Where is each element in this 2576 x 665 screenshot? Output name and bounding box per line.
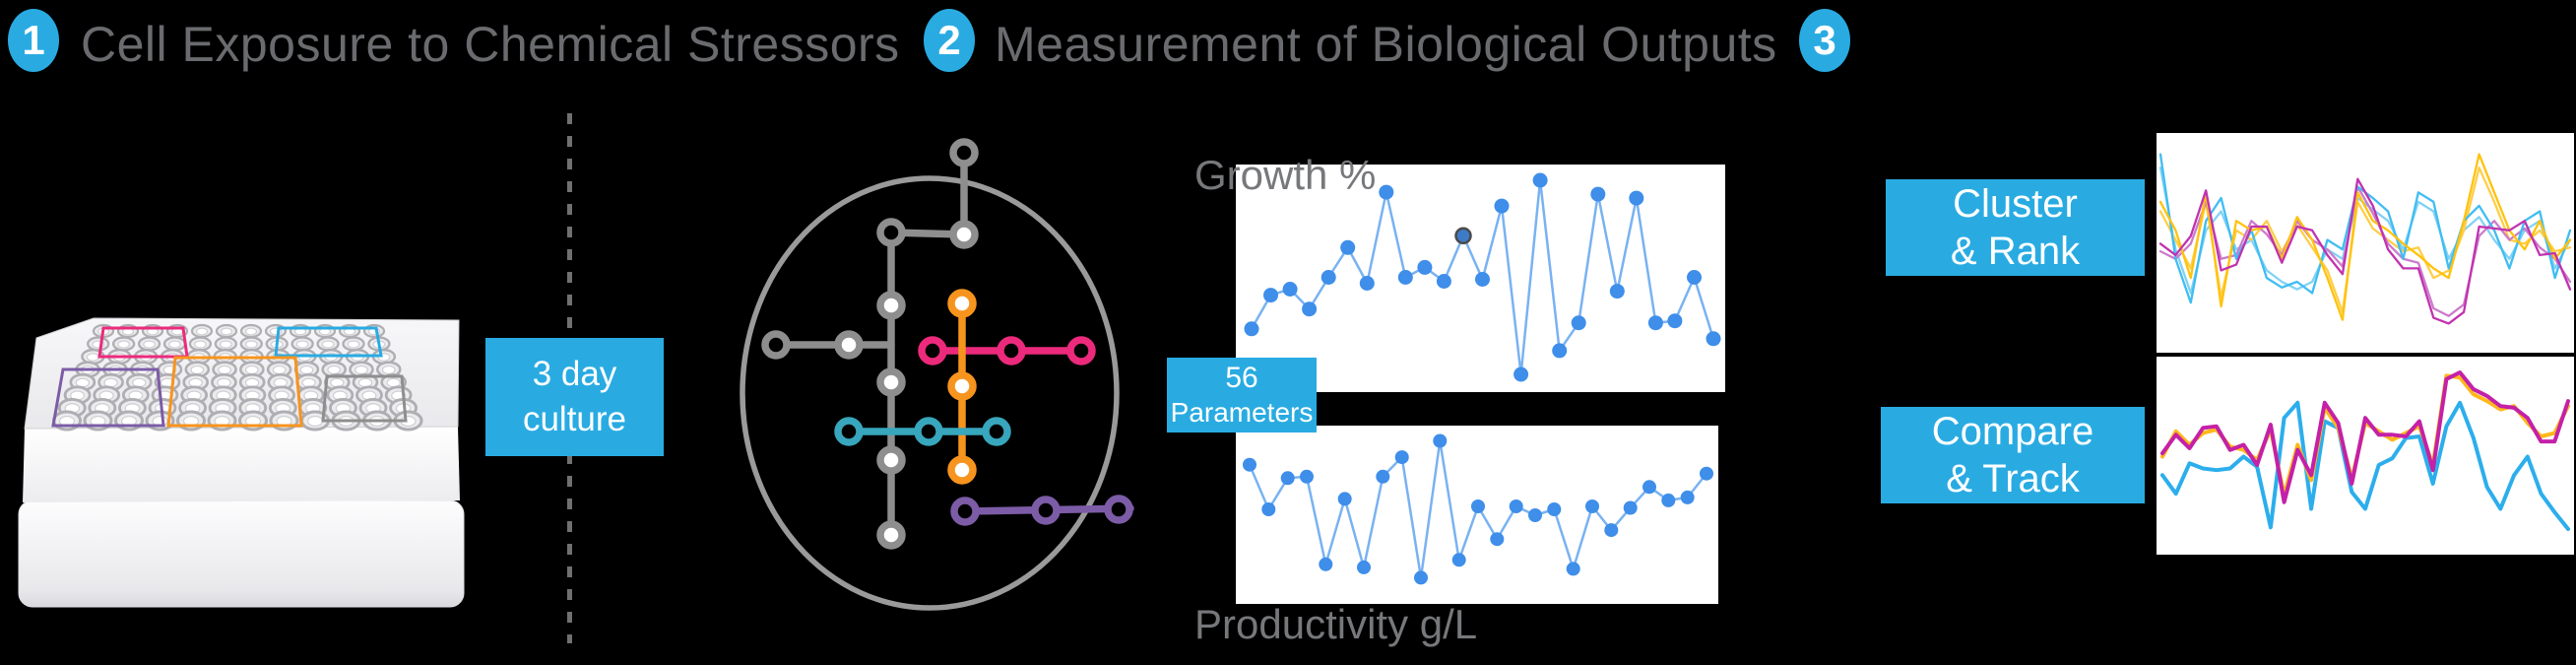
culture-line1: 3 day — [532, 355, 617, 393]
parameter-network-diagram — [740, 138, 1134, 611]
plate-region-gray — [321, 374, 408, 423]
compare-line1: Compare — [1931, 410, 2094, 453]
culture-line2: culture — [522, 400, 627, 438]
cluster-line2: & Rank — [1950, 230, 2081, 273]
plate-region-cyan — [274, 326, 383, 358]
cluster-line1: Cluster — [1953, 182, 2078, 226]
plate-region-orange — [166, 356, 303, 428]
parameters-count: 56 — [1225, 362, 1258, 394]
growth-chart-panel — [1236, 165, 1725, 392]
step-1-label: Cell Exposure to Chemical Stressors — [81, 17, 900, 72]
microplate-illustration — [18, 317, 465, 608]
compare-chart-panel — [2157, 357, 2574, 555]
step-2-number: 2 — [937, 17, 961, 63]
productivity-chart — [1243, 433, 1713, 585]
growth-chart — [1244, 172, 1721, 382]
plate-region-purple — [51, 367, 165, 428]
cluster-chart-panel — [2157, 133, 2574, 353]
growth-chart-label: Growth % — [1194, 152, 1377, 198]
plate-skirt — [23, 427, 460, 502]
plate-base — [18, 499, 465, 608]
step-2-label: Measurement of Biological Outputs — [995, 17, 1777, 72]
cluster-rank-box: Cluster & Rank — [1886, 179, 2145, 276]
parameters-word: Parameters — [1170, 397, 1314, 428]
cluster-chart — [2158, 153, 2572, 325]
parameters-count-box: 56 Parameters — [1167, 358, 1317, 432]
culture-duration-box: 3 day culture — [485, 338, 664, 456]
plate-condition-regions — [51, 326, 408, 428]
productivity-chart-label: Productivity g/L — [1194, 601, 1478, 647]
compare-track-box: Compare & Track — [1881, 407, 2145, 503]
compare-chart — [2160, 370, 2570, 531]
step-3-badge: 3 — [1799, 9, 1850, 72]
step-2-badge: 2 — [924, 9, 975, 72]
step-1-number: 1 — [22, 17, 45, 63]
compare-line2: & Track — [1946, 457, 2080, 500]
step-3-number: 3 — [1813, 17, 1836, 63]
productivity-chart-panel — [1236, 426, 1718, 604]
step-1-badge: 1 — [8, 9, 59, 72]
plate-wells-grid — [52, 323, 423, 432]
